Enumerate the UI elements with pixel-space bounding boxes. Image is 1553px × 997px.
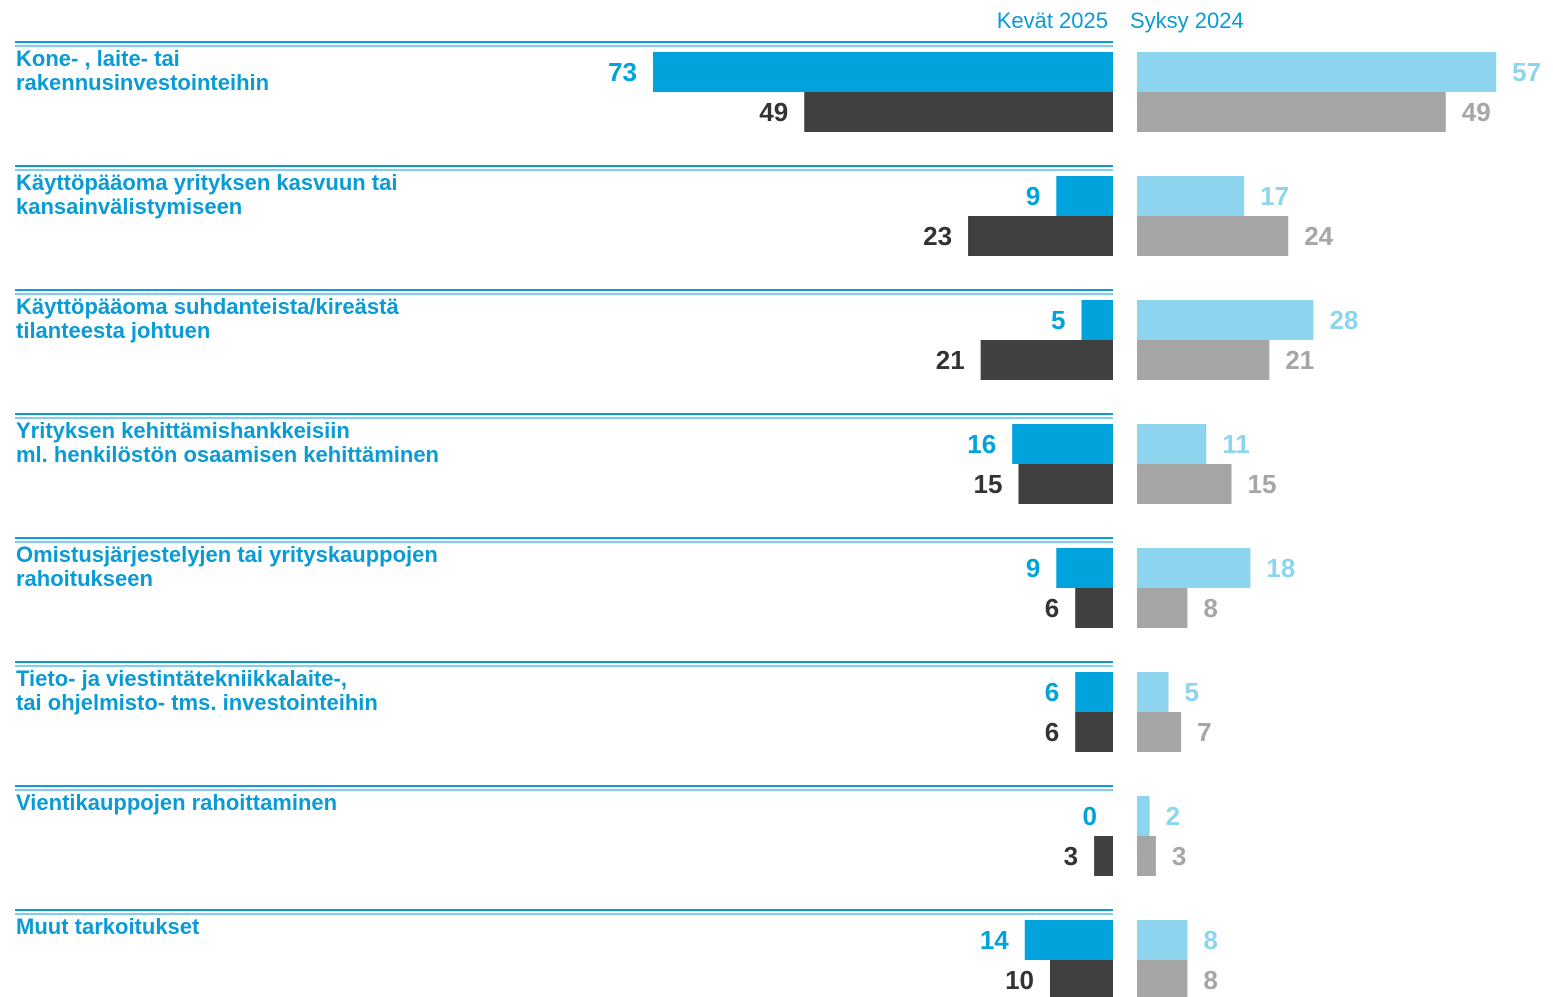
value-label: 15 xyxy=(974,469,1003,499)
value-label: 5 xyxy=(1051,305,1065,335)
value-label: 2 xyxy=(1166,801,1180,831)
category-label: kansainvälistymiseen xyxy=(16,194,242,219)
value-label: 15 xyxy=(1248,469,1277,499)
value-label: 21 xyxy=(936,345,965,375)
value-label: 49 xyxy=(759,97,788,127)
bar xyxy=(968,216,1113,256)
value-label: 23 xyxy=(923,221,952,251)
bar xyxy=(1137,92,1446,132)
category-label: Yrityksen kehittämishankkeisiin xyxy=(16,418,350,443)
value-label: 11 xyxy=(1222,429,1250,459)
bar xyxy=(1094,836,1113,876)
value-label: 8 xyxy=(1203,925,1217,955)
value-label: 6 xyxy=(1045,717,1059,747)
bar xyxy=(1137,340,1270,380)
value-label: 10 xyxy=(1005,965,1034,995)
value-label: 0 xyxy=(1083,801,1097,831)
bar xyxy=(1075,588,1113,628)
value-label: 6 xyxy=(1045,677,1059,707)
category-label: rakennusinvestointeihin xyxy=(16,70,269,95)
bar xyxy=(1075,672,1113,712)
bar xyxy=(1049,960,1113,997)
bar xyxy=(1018,464,1113,504)
bar xyxy=(1137,424,1207,464)
bar xyxy=(1137,52,1497,92)
value-label: 21 xyxy=(1285,345,1314,375)
value-label: 49 xyxy=(1462,97,1491,127)
value-label: 8 xyxy=(1203,965,1217,995)
panel-title: Syksy 2024 xyxy=(1130,8,1244,33)
category-label: tai ohjelmisto- tms. investointeihin xyxy=(16,690,378,715)
category-label: Vientikauppojen rahoittaminen xyxy=(16,790,337,815)
bar xyxy=(1137,588,1188,628)
bar xyxy=(1056,548,1113,588)
value-label: 16 xyxy=(967,429,996,459)
value-label: 73 xyxy=(608,57,637,87)
category-label: rahoitukseen xyxy=(16,566,153,591)
value-label: 6 xyxy=(1045,593,1059,623)
bar xyxy=(1081,300,1113,340)
value-label: 9 xyxy=(1026,181,1040,211)
bar xyxy=(1137,960,1188,997)
bar xyxy=(653,52,1113,92)
bar xyxy=(1137,920,1188,960)
bar xyxy=(1137,796,1150,836)
value-label: 18 xyxy=(1266,553,1295,583)
bar xyxy=(1024,920,1113,960)
value-label: 28 xyxy=(1329,305,1358,335)
category-label: Muut tarkoitukset xyxy=(16,914,200,939)
value-label: 24 xyxy=(1304,221,1333,251)
bar xyxy=(1137,300,1314,340)
value-label: 17 xyxy=(1260,181,1289,211)
value-label: 57 xyxy=(1512,57,1541,87)
value-label: 5 xyxy=(1185,677,1199,707)
bar xyxy=(980,340,1113,380)
bar xyxy=(1137,836,1156,876)
value-label: 8 xyxy=(1203,593,1217,623)
value-label: 3 xyxy=(1064,841,1078,871)
bar xyxy=(1137,712,1182,752)
value-label: 9 xyxy=(1026,553,1040,583)
bar xyxy=(1012,424,1113,464)
bar xyxy=(1056,176,1113,216)
category-label: Tieto- ja viestintätekniikkalaite-, xyxy=(16,666,347,691)
category-label: ml. henkilöstön osaamisen kehittäminen xyxy=(16,442,439,467)
value-label: 14 xyxy=(980,925,1009,955)
bar xyxy=(1137,548,1251,588)
bar xyxy=(1137,176,1245,216)
bar xyxy=(804,92,1113,132)
bar xyxy=(1075,712,1113,752)
bar xyxy=(1137,216,1289,256)
bar xyxy=(1137,464,1232,504)
panel-title: Kevät 2025 xyxy=(997,8,1108,33)
category-label: tilanteesta johtuen xyxy=(16,318,210,343)
category-label: Omistusjärjestelyjen tai yrityskauppojen xyxy=(16,542,438,567)
bar xyxy=(1137,672,1169,712)
value-label: 7 xyxy=(1197,717,1211,747)
category-label: Käyttöpääoma yrityksen kasvuun tai xyxy=(16,170,397,195)
value-label: 3 xyxy=(1172,841,1186,871)
category-label: Kone- , laite- tai xyxy=(16,46,180,71)
category-label: Käyttöpääoma suhdanteista/kireästä xyxy=(16,294,399,319)
